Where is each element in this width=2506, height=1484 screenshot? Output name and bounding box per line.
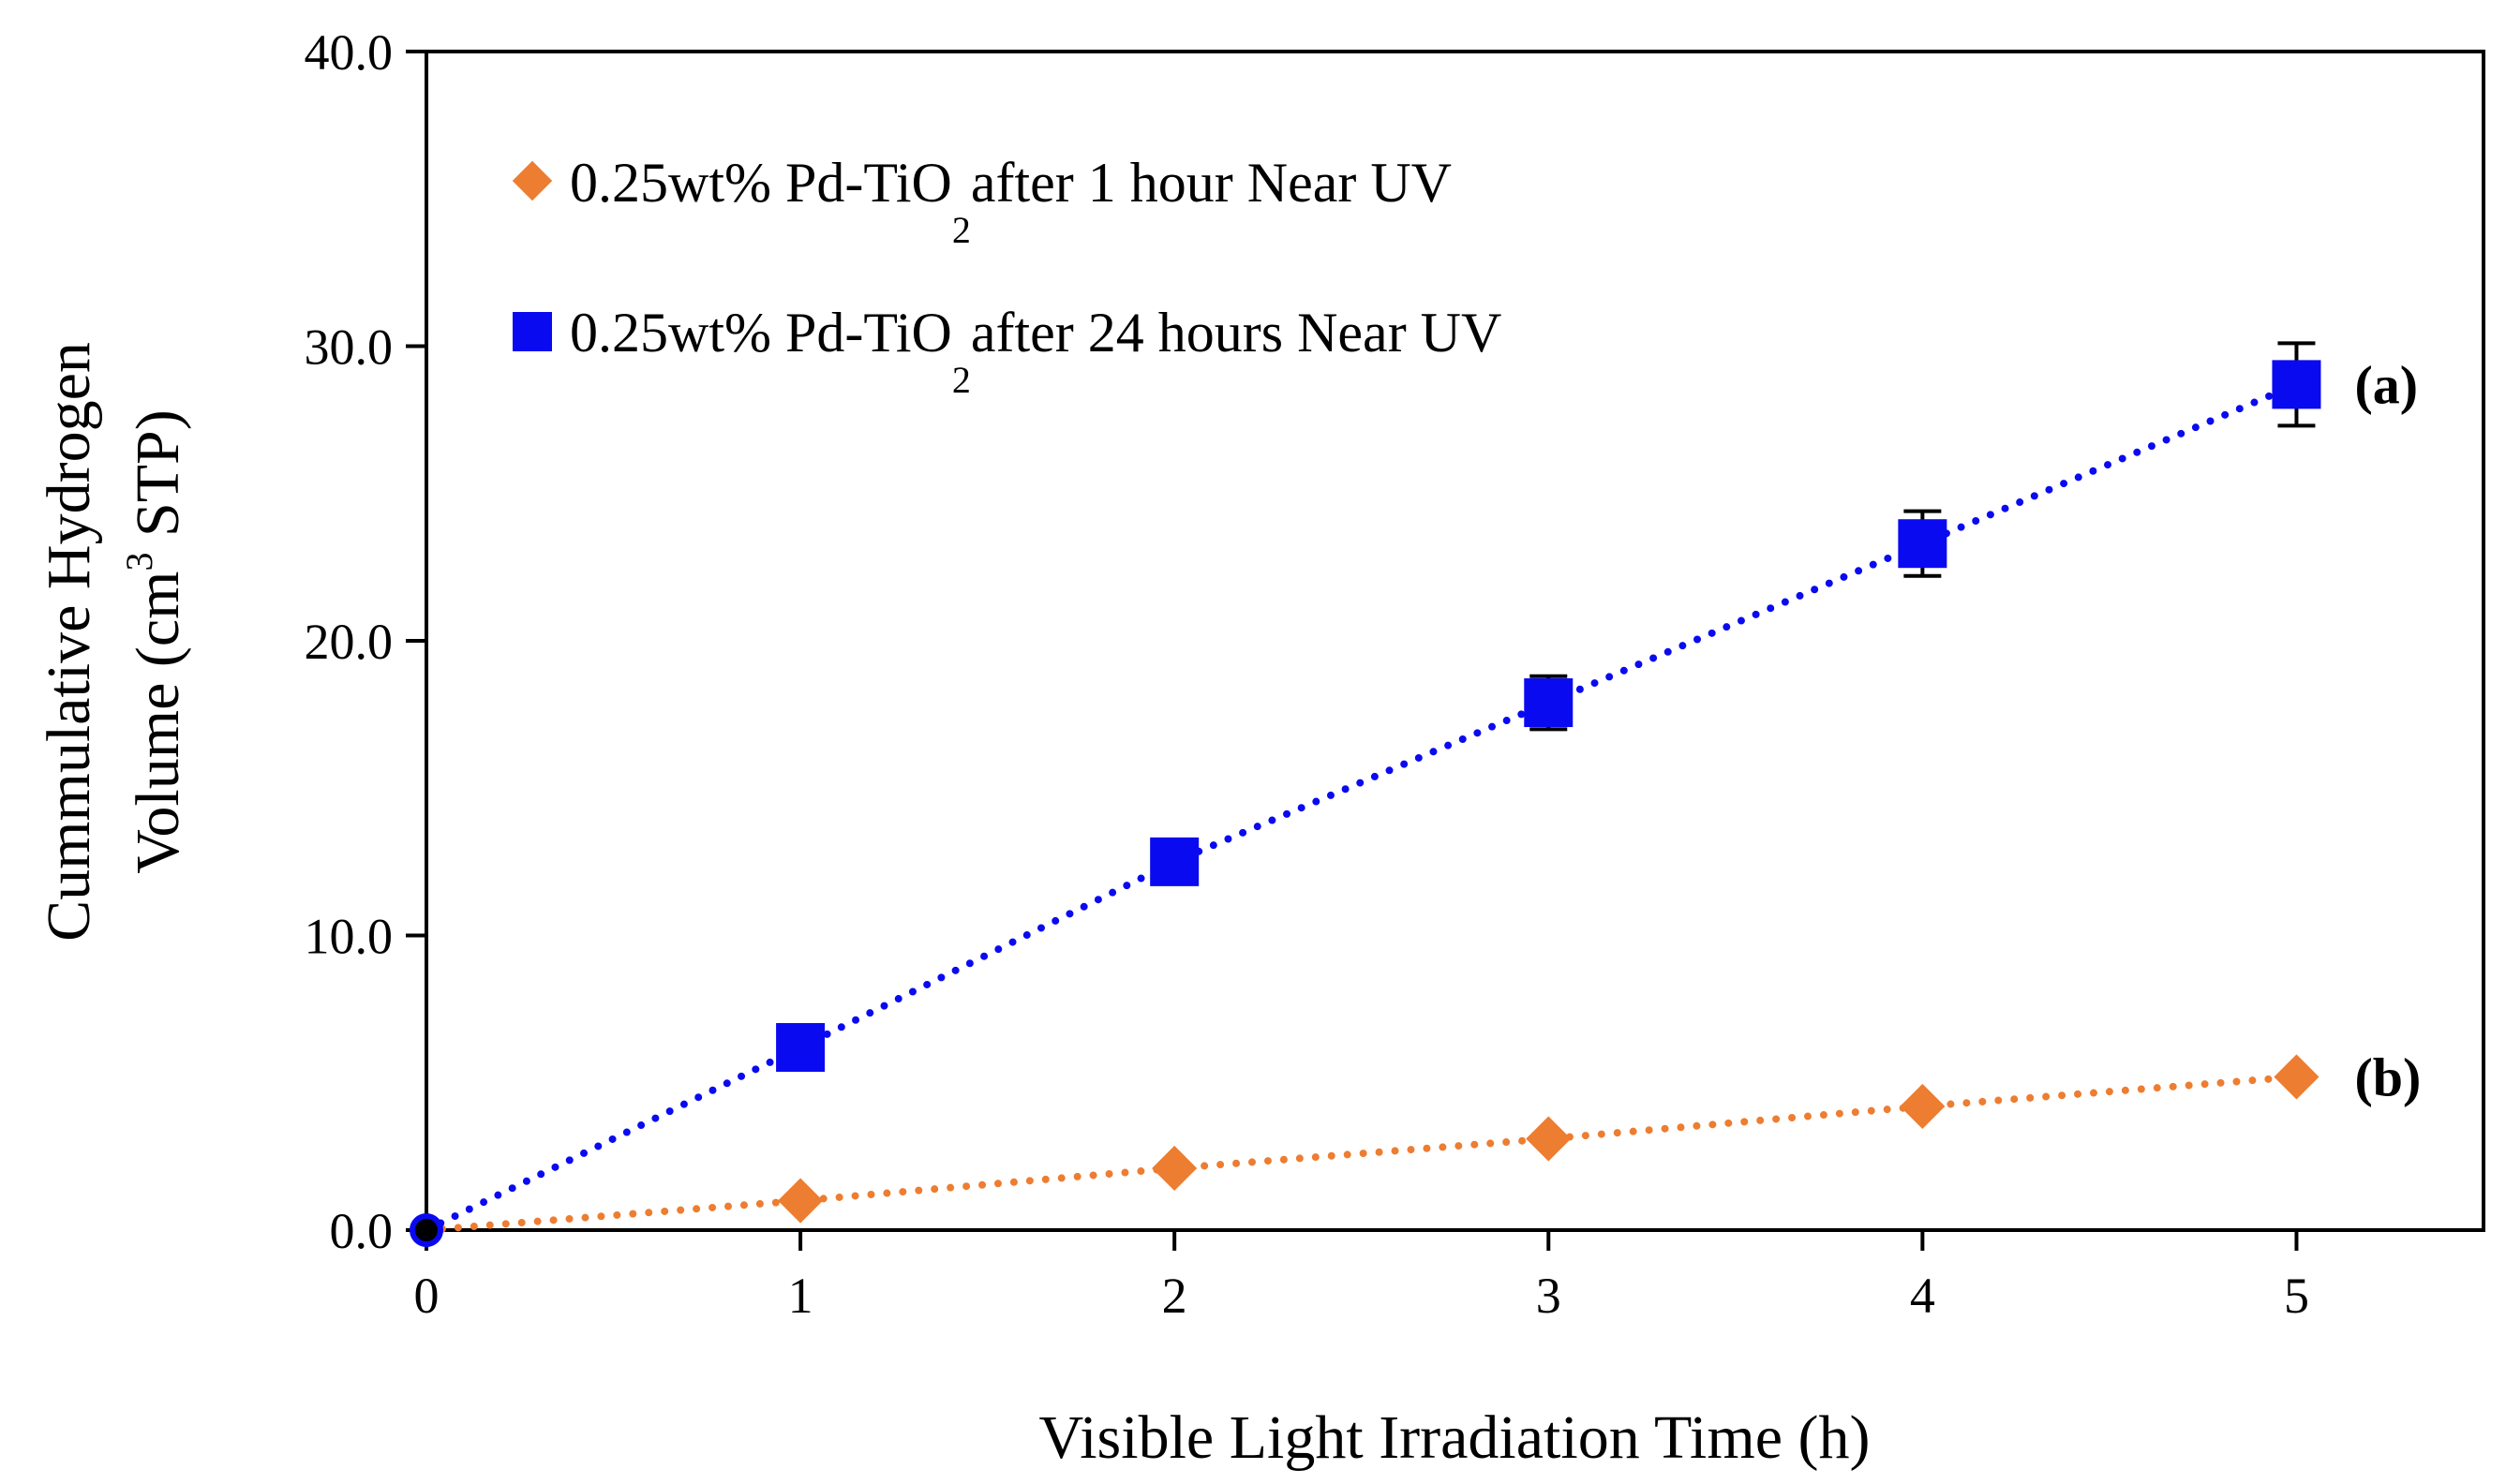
- y-tick-label: 30.0: [305, 319, 394, 376]
- data-point-b: [778, 1178, 824, 1224]
- legend-marker-diamond: [512, 160, 553, 201]
- y-tick-label: 10.0: [305, 909, 394, 965]
- series-tags: (b) (a): [2354, 354, 2421, 1107]
- y-axis-title-line1: Cummulative Hydrogen: [35, 342, 103, 942]
- series-line-b: [423, 1073, 2301, 1234]
- y-axis-title-line2: Volume (cm3 STP): [118, 409, 192, 873]
- legend-item-a: 0.25wt% Pd-TiO2after 24 hours Near UV: [513, 302, 1501, 401]
- y-axis-title-pre: Volume (cm: [124, 571, 192, 873]
- legend-label-b-sub: 2: [952, 209, 971, 251]
- legend-item-b: 0.25wt% Pd-TiO2after 1 hour Near UV: [512, 152, 1452, 251]
- data-point-b: [2274, 1054, 2320, 1100]
- legend: 0.25wt% Pd-TiO2after 1 hour Near UV 0.25…: [512, 152, 1501, 401]
- x-tick-label: 4: [1910, 1268, 1935, 1324]
- x-axis-title: Visible Light Irradiation Time (h): [1039, 1403, 1871, 1472]
- plot-area: [425, 50, 2485, 1232]
- x-tick-label: 0: [414, 1268, 440, 1324]
- y-tick-label: 0.0: [330, 1203, 394, 1259]
- legend-label-b-post: after 1 hour Near UV: [971, 152, 1452, 214]
- legend-marker-square: [513, 312, 552, 351]
- legend-label-a: 0.25wt% Pd-TiO2after 24 hours Near UV: [570, 302, 1501, 401]
- series-tag-b: (b): [2354, 1046, 2421, 1107]
- legend-label-b: 0.25wt% Pd-TiO2after 1 hour Near UV: [570, 152, 1452, 251]
- series-lines: [423, 380, 2301, 1234]
- y-axis-title: Cummulative Hydrogen Volume (cm3 STP): [35, 342, 192, 942]
- legend-label-a-sub: 2: [952, 359, 971, 401]
- axis-tick-labels: 0 1 2 3 4 5 0.0 10.0 20.0 30.0 40.0: [305, 24, 2309, 1324]
- series-line-a: [423, 380, 2301, 1234]
- x-tick-label: 1: [788, 1268, 813, 1324]
- x-tick-label: 3: [1536, 1268, 1561, 1324]
- legend-label-a-post: after 24 hours Near UV: [971, 302, 1501, 364]
- data-point-a: [1150, 837, 1200, 886]
- data-point-a: [776, 1023, 826, 1073]
- y-axis-title-sup: 3: [118, 552, 160, 571]
- y-tick-label: 20.0: [305, 614, 394, 670]
- x-tick-label: 5: [2284, 1268, 2309, 1324]
- y-axis-title-post: STP): [124, 409, 192, 552]
- data-point-a: [1524, 678, 1574, 728]
- data-point-b: [1526, 1116, 1572, 1162]
- data-point-a: [1898, 519, 1947, 569]
- data-point-origin: [410, 1213, 443, 1247]
- data-point-b: [1152, 1145, 1198, 1191]
- series-tag-a: (a): [2354, 354, 2418, 415]
- axis-ticks: [406, 50, 2299, 1251]
- legend-label-a-pre: 0.25wt% Pd-TiO: [570, 302, 952, 364]
- legend-label-b-pre: 0.25wt% Pd-TiO: [570, 152, 952, 214]
- data-point-b: [1900, 1083, 1946, 1129]
- data-point-a: [2272, 360, 2321, 409]
- y-tick-label: 40.0: [305, 24, 394, 81]
- x-tick-label: 2: [1162, 1268, 1187, 1324]
